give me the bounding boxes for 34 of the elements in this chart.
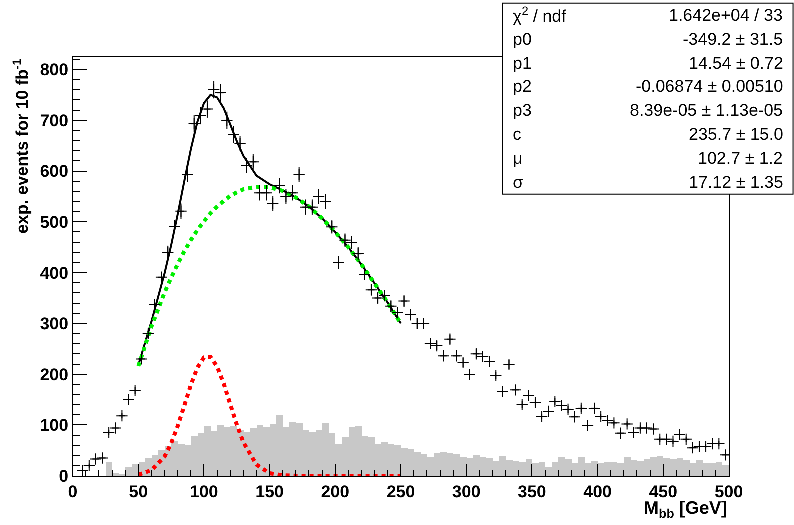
y-tick-label: 800 <box>40 60 69 80</box>
x-tick-label: 300 <box>452 482 481 502</box>
x-tick-label: 200 <box>321 482 350 502</box>
x-tick-label: 350 <box>518 482 546 502</box>
y-tick-label: 0 <box>59 466 69 486</box>
text: 1.642e+04 / 33 <box>669 6 783 25</box>
y-tick-label: 500 <box>40 213 69 232</box>
annotation: p2 <box>513 77 532 96</box>
y-tick-label: 100 <box>40 416 69 436</box>
text: p0 <box>513 30 532 49</box>
annotation: σ <box>513 173 524 192</box>
annotation: 102.7 ± 1.2 <box>698 149 783 168</box>
line-series <box>136 185 403 368</box>
annotation: 17.12 ± 1.35 <box>689 173 784 192</box>
y-tick-label: 600 <box>40 162 69 182</box>
annotation: p1 <box>513 54 532 73</box>
x-tick-label: 150 <box>256 482 284 502</box>
annotation: μ <box>513 149 523 168</box>
annotation: c <box>513 125 522 144</box>
y-tick-label: 200 <box>40 365 69 384</box>
x-tick-label: 400 <box>584 482 612 502</box>
text: -349.2 ± 31.5 <box>683 30 784 49</box>
text: χ$^{2}$ / ndf <box>513 4 567 26</box>
annotation: -0.06874 ± 0.00510 <box>636 77 784 96</box>
annotation: 8.39e-05 ± 1.13e-05 <box>630 101 783 120</box>
annotation: 14.54 ± 0.72 <box>689 54 784 73</box>
y-tick-label: 700 <box>40 111 69 130</box>
x-tick-label: 50 <box>129 482 148 502</box>
y-tick-label: 400 <box>40 264 69 283</box>
annotation: p3 <box>513 101 532 120</box>
y-tick-label: 300 <box>40 314 69 334</box>
x-tick-label: 250 <box>386 482 416 502</box>
x-tick-label: 100 <box>190 482 218 502</box>
annotation: 235.7 ± 15.0 <box>689 125 784 144</box>
